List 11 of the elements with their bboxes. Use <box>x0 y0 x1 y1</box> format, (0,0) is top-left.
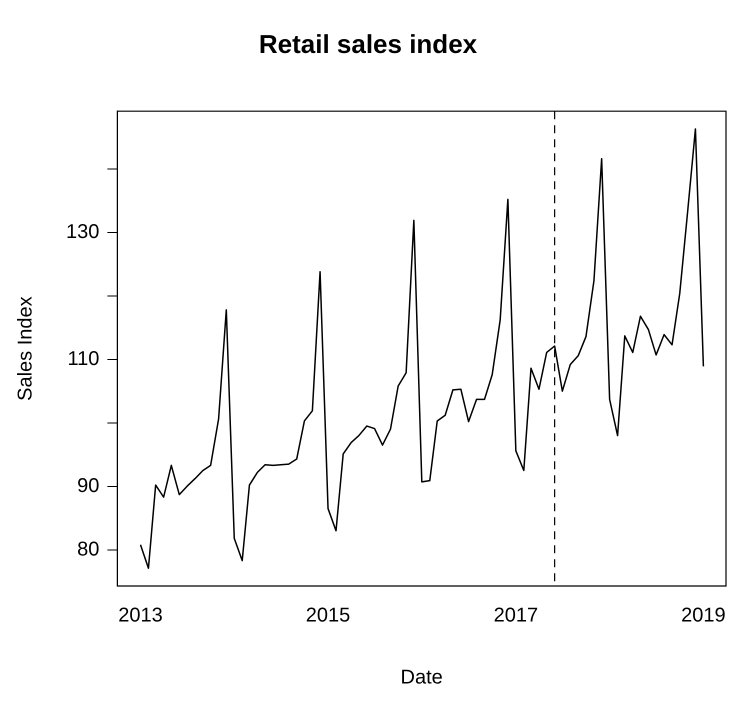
x-tick-label: 2015 <box>306 604 350 627</box>
y-tick-label: 80 <box>77 538 100 560</box>
y-tick-label: 90 <box>77 474 100 497</box>
x-tick-label: 2019 <box>681 604 726 627</box>
y-axis-title: Sales Index <box>14 296 37 401</box>
x-tick-label: 2017 <box>494 604 538 627</box>
y-tick-label: 130 <box>66 220 100 243</box>
y-tick-label: 110 <box>67 348 100 370</box>
chart-title: Retail sales index <box>258 28 478 59</box>
x-tick-label: 2013 <box>118 604 163 627</box>
x-axis-title: Date <box>400 666 443 689</box>
